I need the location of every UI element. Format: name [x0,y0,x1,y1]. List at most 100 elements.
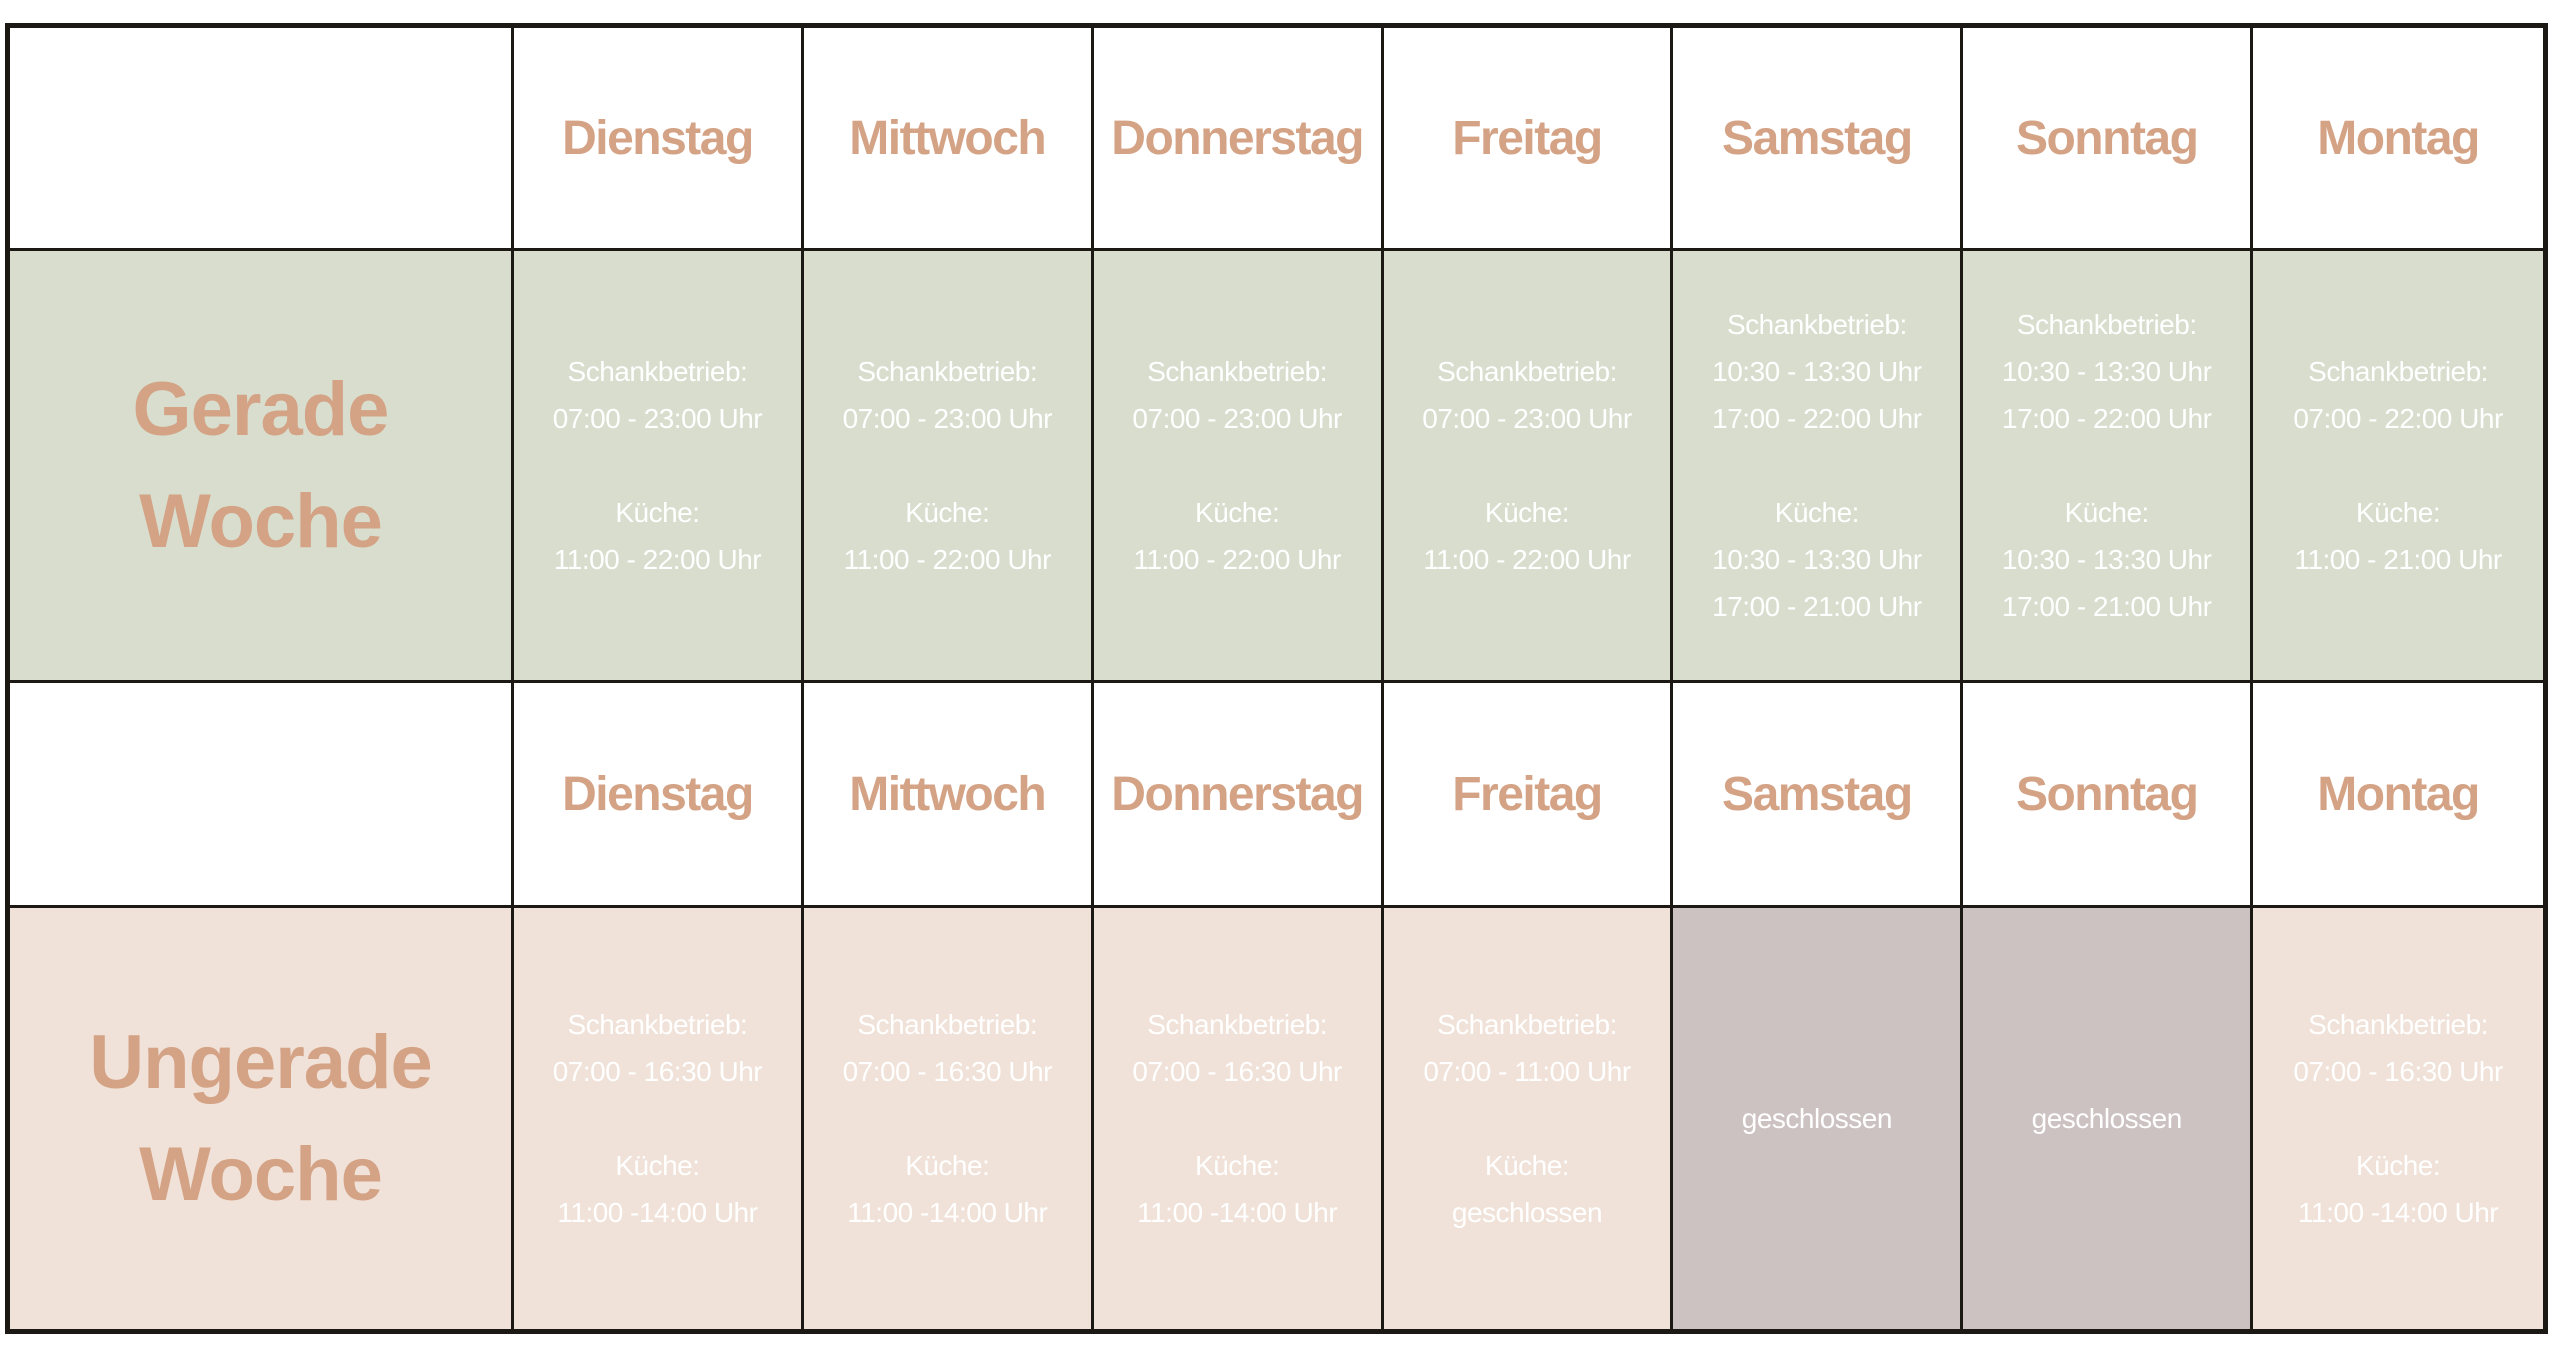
hours-line: Küche: [905,1150,990,1181]
even-week-hours-cell-mittwoch: Schankbetrieb: 07:00 - 23:00 Uhr Küche: 11:… [803,251,1094,683]
odd-week-hours-cell-freitag: Schankbetrieb: 07:00 - 11:00 Uhr Küche: ges… [1383,908,1674,1329]
even-week-label: Gerade Woche [10,251,514,683]
odd-week-day-header: Freitag [1383,683,1674,908]
hours-line: 07:00 - 11:00 Uhr [1423,1056,1631,1087]
hours-line: Küche: [2355,1150,2441,1181]
hours-line: Küche: [1484,497,1570,528]
week-label-line: Woche [139,1131,383,1217]
hours-line: 17:00 - 21:00 Uhr [2002,591,2212,622]
even-week-day-header: Sonntag [1963,28,2254,251]
even-week-corner-cell [10,28,514,251]
hours-line: Küche: [1195,497,1280,528]
hours-line: 07:00 - 23:00 Uhr [552,403,763,434]
hours-line: geschlossen [1451,1197,1603,1228]
odd-week-hours-cell-samstag: geschlossen [1673,908,1964,1329]
hours-line: geschlossen [2031,1103,2183,1134]
hours-line: 07:00 - 23:00 Uhr [842,403,1053,434]
odd-week-corner-cell [10,683,514,908]
hours-line: 11:00 - 21:00 Uhr [2294,544,2502,575]
day-label: Dienstag [562,767,754,821]
hours-line: 17:00 - 22:00 Uhr [1712,403,1922,434]
day-label: Donnerstag [1111,767,1364,821]
hours-line: Schankbetrieb: [2016,309,2197,340]
odd-week-day-header: Dienstag [514,683,804,908]
week-label-line: Woche [139,478,383,564]
day-label: Donnerstag [1111,111,1364,165]
hours-line: Schankbetrieb: [1147,356,1328,387]
odd-week-hours-cell-montag: Schankbetrieb: 07:00 - 16:30 Uhr Küche: 11:… [2253,908,2543,1329]
odd-week-day-header: Montag [2253,683,2543,908]
odd-week-day-header: Mittwoch [803,683,1094,908]
hours-line: Küche: [1195,1150,1280,1181]
hours-line: Küche: [615,497,700,528]
day-label: Montag [2317,767,2480,821]
odd-week-day-header: Samstag [1673,683,1964,908]
hours-line: Schankbetrieb: [857,356,1038,387]
hours-line: 07:00 - 23:00 Uhr [1132,403,1342,434]
hours-line: Schankbetrieb: [1437,356,1617,387]
hours-line: 07:00 - 16:30 Uhr [1132,1056,1342,1087]
hours-line: 17:00 - 21:00 Uhr [1712,591,1922,622]
hours-line: 11:00 -14:00 Uhr [1137,1197,1338,1228]
week-label-line: Ungerade [89,1019,433,1105]
hours-line: 11:00 -14:00 Uhr [557,1197,758,1228]
day-label: Montag [2317,111,2480,165]
day-label: Mittwoch [849,767,1046,821]
hours-line: Küche: [2355,497,2441,528]
hours-line: Schankbetrieb: [1726,309,1907,340]
even-week-day-header: Mittwoch [803,28,1094,251]
hours-line: 07:00 - 16:30 Uhr [552,1056,763,1087]
hours-line: Küche: [905,497,990,528]
even-week-hours-cell-donnerstag: Schankbetrieb: 07:00 - 23:00 Uhr Küche: 11:… [1093,251,1384,683]
day-label: Freitag [1452,111,1603,165]
opening-hours-table: Dienstag Mittwoch Donnerstag Freitag Samstag… [5,23,2548,1334]
hours-line: Küche: [1484,1150,1570,1181]
day-label: Sonntag [2015,111,2199,165]
odd-week-label: Ungerade Woche [10,908,514,1329]
hours-line: 11:00 - 22:00 Uhr [553,544,762,575]
even-week-day-header: Montag [2253,28,2543,251]
hours-line: 17:00 - 22:00 Uhr [2002,403,2212,434]
hours-line: 07:00 - 16:30 Uhr [842,1056,1053,1087]
odd-week-hours-cell-dienstag: Schankbetrieb: 07:00 - 16:30 Uhr Küche: 11:… [514,908,804,1329]
hours-line: Schankbetrieb: [1437,1009,1617,1040]
hours-line: Küche: [615,1150,700,1181]
day-label: Sonntag [2015,767,2199,821]
odd-week-day-header: Donnerstag [1093,683,1384,908]
hours-line: Küche: [1774,497,1860,528]
hours-line: Schankbetrieb: [2308,1009,2488,1040]
even-week-hours-cell-dienstag: Schankbetrieb: 07:00 - 23:00 Uhr Küche: 11:… [514,251,804,683]
hours-line: 11:00 -14:00 Uhr [2298,1197,2499,1228]
hours-line: Küche: [2064,497,2150,528]
day-label: Samstag [1722,111,1913,165]
hours-line: 10:30 - 13:30 Uhr [1712,544,1922,575]
odd-week-hours-cell-donnerstag: Schankbetrieb: 07:00 - 16:30 Uhr Küche: 11:… [1093,908,1384,1329]
even-week-hours-cell-freitag: Schankbetrieb: 07:00 - 23:00 Uhr Küche: 11:… [1383,251,1674,683]
hours-line: Schankbetrieb: [567,1009,748,1040]
even-week-hours-cell-samstag: Schankbetrieb: 10:30 - 13:30 Uhr 17:00 - 2… [1673,251,1964,683]
even-week-day-header: Freitag [1383,28,1674,251]
even-week-day-header: Dienstag [514,28,804,251]
hours-line: Schankbetrieb: [2308,356,2488,387]
odd-week-day-header: Sonntag [1963,683,2254,908]
hours-line: 07:00 - 22:00 Uhr [2293,403,2503,434]
hours-line: 10:30 - 13:30 Uhr [1712,356,1922,387]
hours-line: 11:00 - 22:00 Uhr [1133,544,1341,575]
hours-line: Schankbetrieb: [567,356,748,387]
hours-line: geschlossen [1741,1103,1893,1134]
day-label: Samstag [1722,767,1913,821]
day-label: Mittwoch [849,111,1046,165]
week-label-line: Gerade [132,366,390,452]
even-week-day-header: Samstag [1673,28,1964,251]
day-label: Freitag [1452,767,1603,821]
day-label: Dienstag [562,111,754,165]
even-week-day-header: Donnerstag [1093,28,1384,251]
hours-line: 11:00 - 22:00 Uhr [843,544,1052,575]
even-week-hours-cell-sonntag: Schankbetrieb: 10:30 - 13:30 Uhr 17:00 - 2… [1963,251,2254,683]
hours-line: 10:30 - 13:30 Uhr [2002,544,2212,575]
hours-line: 10:30 - 13:30 Uhr [2002,356,2212,387]
hours-line: Schankbetrieb: [1147,1009,1328,1040]
hours-line: 11:00 - 22:00 Uhr [1423,544,1631,575]
odd-week-hours-cell-mittwoch: Schankbetrieb: 07:00 - 16:30 Uhr Küche: 11:… [803,908,1094,1329]
hours-line: Schankbetrieb: [857,1009,1038,1040]
